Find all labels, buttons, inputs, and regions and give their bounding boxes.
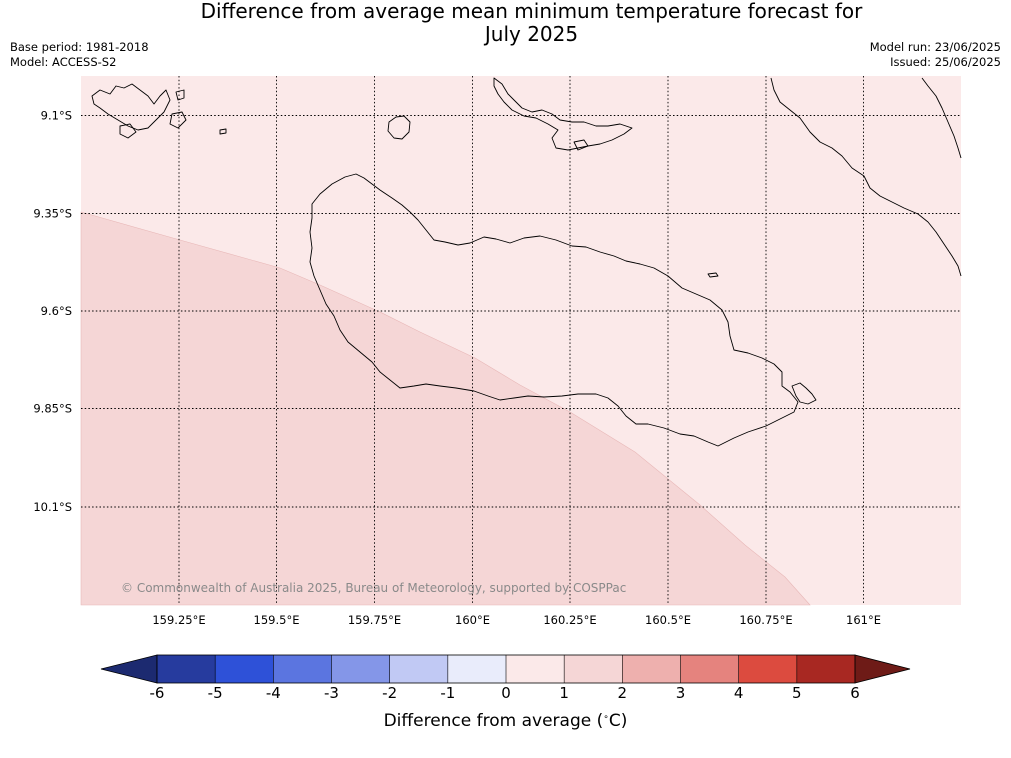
colorbar-swatch xyxy=(447,655,507,683)
lat-label: 9.1°S xyxy=(41,109,72,123)
colorbar-label-unit: C) xyxy=(608,711,628,731)
coastline-nw-islet-2 xyxy=(119,123,137,139)
colorbar-swatch xyxy=(215,655,274,683)
coastline-ne-corner xyxy=(921,77,962,159)
lon-label: 159.25°E xyxy=(152,613,205,627)
colorbar-swatch xyxy=(564,655,623,683)
coastline-marau-islets xyxy=(791,382,817,405)
coastline-nw-islet-1 xyxy=(169,111,187,129)
colorbar-tick-label: -2 xyxy=(382,684,398,702)
lat-label: 10.1°S xyxy=(33,500,72,514)
base-period-text: Base period: 1981-2018 xyxy=(10,40,149,54)
coastline-florida-islet-1 xyxy=(573,139,589,151)
lon-label: 160°E xyxy=(455,613,490,627)
colorbar-under-arrow xyxy=(100,654,158,684)
colorbar-tick-label: -6 xyxy=(149,684,165,702)
colorbar-swatch xyxy=(273,655,332,683)
colorbar-tick-label: 5 xyxy=(792,684,802,702)
colorbar-swatch xyxy=(738,655,798,683)
lat-label: 9.35°S xyxy=(33,207,72,221)
lat-label: 9.85°S xyxy=(33,402,72,416)
coastline-guadalcanal xyxy=(309,173,799,447)
lon-label: 160.25°E xyxy=(543,613,596,627)
colorbar-swatch xyxy=(506,655,565,683)
colorbar-tick-label: -4 xyxy=(265,684,281,702)
copyright-text: © Commonwealth of Australia 2025, Bureau… xyxy=(121,581,626,595)
graticule xyxy=(81,76,961,605)
colorbar-swatch xyxy=(796,655,856,683)
colorbar-swatch xyxy=(680,655,740,683)
colorbar xyxy=(100,654,911,684)
coastline-savo-island xyxy=(387,115,411,140)
lon-label: 160.5°E xyxy=(645,613,691,627)
longitude-labels: 159.25°E 159.5°E 159.75°E 160°E 160.25°E… xyxy=(152,613,881,627)
title-line-2: July 2025 xyxy=(484,22,579,46)
colorbar-tick-label: 0 xyxy=(501,684,511,702)
coastline-florida-islands xyxy=(493,77,633,151)
colorbar-label-text: Difference from average ( xyxy=(383,711,604,731)
colorbar-tick-label: -5 xyxy=(207,684,223,702)
meta-left: Base period: 1981-2018 Model: ACCESS-S2 xyxy=(10,40,149,70)
model-text: Model: ACCESS-S2 xyxy=(10,55,117,69)
colorbar-tick-label: -1 xyxy=(440,684,456,702)
chart-title: Difference from average mean minimum tem… xyxy=(0,0,1011,46)
colorbar-over-arrow xyxy=(854,654,911,684)
coastline-santa-isabel xyxy=(770,77,962,277)
colorbar-tick-label: 3 xyxy=(675,684,686,702)
lon-label: 160.75°E xyxy=(739,613,792,627)
lon-label: 161°E xyxy=(846,613,881,627)
colorbar-tick-label: 2 xyxy=(617,684,628,702)
coastline-nw-islet-4 xyxy=(175,89,185,101)
meta-right: Model run: 23/06/2025 Issued: 25/06/2025 xyxy=(870,40,1001,70)
colorbar-swatch xyxy=(331,655,391,683)
colorbar-swatch xyxy=(622,655,681,683)
lat-label: 9.6°S xyxy=(41,304,72,318)
issued-text: Issued: 25/06/2025 xyxy=(890,55,1001,69)
model-run-text: Model run: 23/06/2025 xyxy=(869,40,1001,54)
colorbar-tick-label: -3 xyxy=(324,684,339,702)
colorbar-tick-label: 4 xyxy=(733,684,744,702)
coastline-russell-islands xyxy=(91,83,171,131)
coastlines xyxy=(91,77,962,447)
lon-label: 159.75°E xyxy=(348,613,401,627)
colorbar-swatch xyxy=(157,655,216,683)
lon-label: 159.5°E xyxy=(254,613,300,627)
colorbar-label: Difference from average (∘C) xyxy=(0,711,1011,731)
colorbar-tick-label: 1 xyxy=(559,684,569,702)
latitude-labels: 9.1°S 9.35°S 9.6°S 9.85°S 10.1°S xyxy=(33,109,72,515)
colorbar-swatch xyxy=(389,655,449,683)
colorbar-tick-label: 6 xyxy=(850,684,860,702)
degree-symbol-icon: ∘ xyxy=(603,712,609,723)
title-line-1: Difference from average mean minimum tem… xyxy=(200,0,863,23)
coastline-small-islet xyxy=(707,272,719,278)
coastline-nw-islet-3 xyxy=(219,128,227,135)
